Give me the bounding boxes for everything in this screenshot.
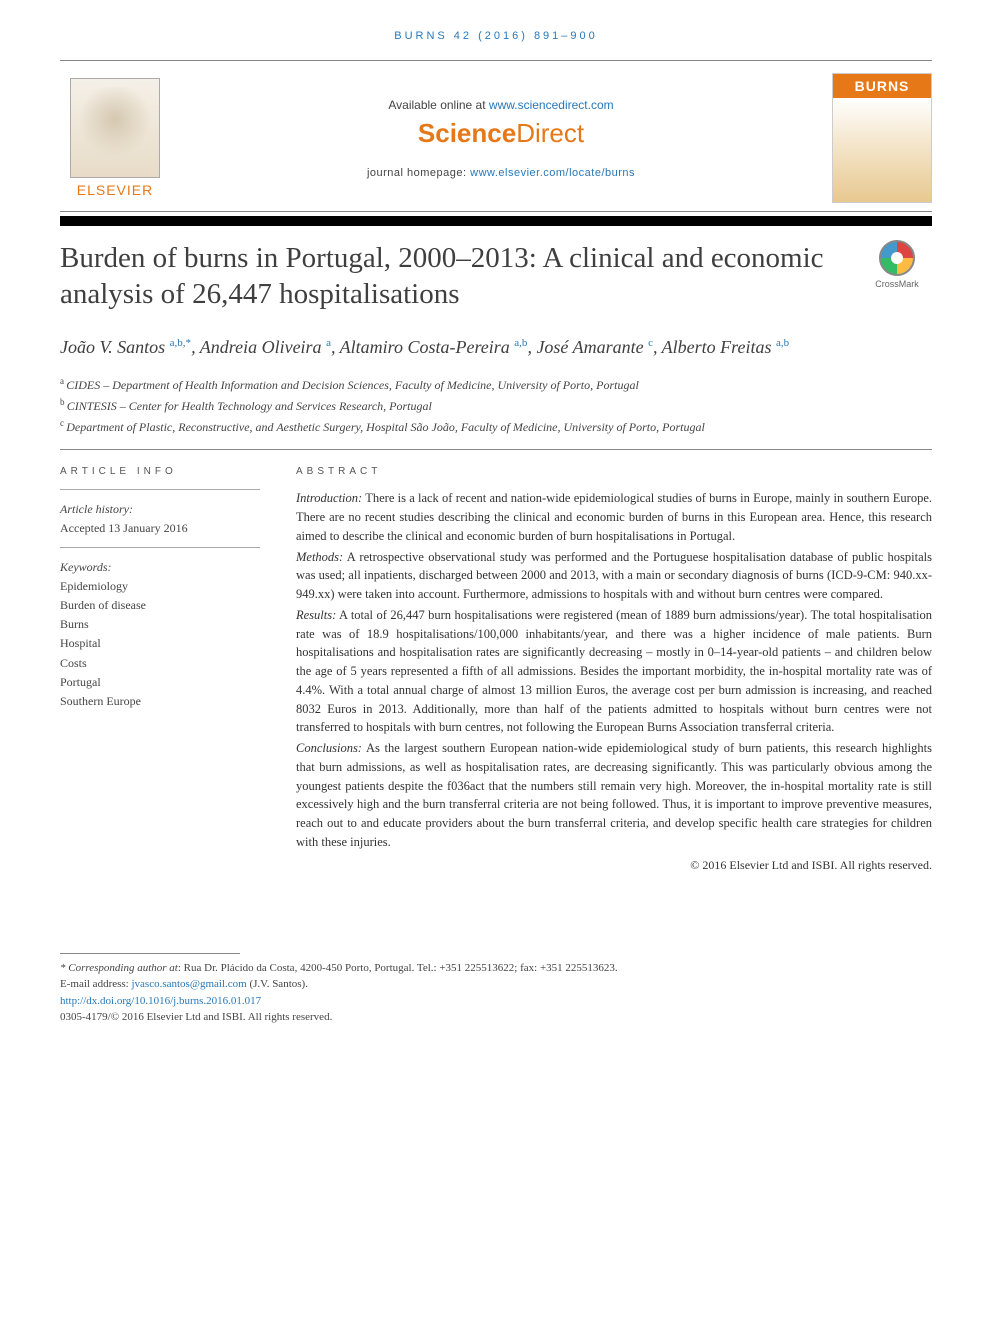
affiliation-line: b CINTESIS – Center for Health Technolog… [60,395,932,416]
methods-label: Methods: [296,550,343,564]
corresponding-author: * Corresponding author at: Rua Dr. Pláci… [60,960,932,977]
email-person: (J.V. Santos). [247,978,308,990]
affil-text: CINTESIS – Center for Health Technology … [67,399,432,413]
author-name: João V. Santos [60,337,170,357]
history-value: Accepted 13 January 2016 [60,519,260,538]
keyword: Portugal [60,673,260,692]
abstract-body: Introduction: There is a lack of recent … [296,489,932,851]
doi-link[interactable]: http://dx.doi.org/10.1016/j.burns.2016.0… [60,993,932,1010]
email-link[interactable]: jvasco.santos@gmail.com [131,978,246,990]
title-row: Burden of burns in Portugal, 2000–2013: … [60,240,932,313]
email-line: E-mail address: jvasco.santos@gmail.com … [60,976,932,993]
keyword: Epidemiology [60,577,260,596]
sciencedirect-logo[interactable]: ScienceDirect [170,118,832,149]
author-affil-sup[interactable]: a,b [514,337,527,349]
author-name: José Amarante [536,337,648,357]
article-info-column: ARTICLE INFO Article history: Accepted 1… [60,466,260,872]
author-name: Altamiro Costa-Pereira [340,337,515,357]
affiliation-line: a CIDES – Department of Health Informati… [60,374,932,395]
sd-logo-bold: Science [418,118,516,148]
elsevier-tree-icon [70,78,160,178]
publisher-logo-block: ELSEVIER [60,78,170,198]
available-text: Available online at [388,98,489,112]
keyword: Costs [60,654,260,673]
journal-homepage-link[interactable]: www.elsevier.com/locate/burns [470,167,635,179]
footnote-rule [60,953,240,954]
affil-text: CIDES – Department of Health Information… [66,378,639,392]
abstract-column: ABSTRACT Introduction: There is a lack o… [296,466,932,872]
main-columns: ARTICLE INFO Article history: Accepted 1… [60,466,932,872]
copyright-line: © 2016 Elsevier Ltd and ISBI. All rights… [296,858,932,873]
divider [60,547,260,548]
keyword: Hospital [60,634,260,653]
black-divider-bar [60,216,932,226]
conclusions-text: As the largest southern European nation-… [296,741,932,849]
author-affil-sup[interactable]: a [326,337,331,349]
footer: * Corresponding author at: Rua Dr. Pláci… [60,953,932,1026]
crossmark-label: CrossMark [875,279,919,289]
keyword: Southern Europe [60,692,260,711]
crossmark-badge[interactable]: CrossMark [862,240,932,289]
running-head: BURNS 42 (2016) 891–900 [60,30,932,42]
elsevier-label: ELSEVIER [77,182,153,198]
conclusions-label: Conclusions: [296,741,362,755]
intro-text: There is a lack of recent and nation-wid… [296,491,932,543]
divider [60,489,260,490]
author-name: Alberto Freitas [662,337,776,357]
crossmark-icon [879,240,915,276]
keywords-block: Keywords: EpidemiologyBurden of diseaseB… [60,558,260,712]
affiliation-line: c Department of Plastic, Reconstructive,… [60,416,932,437]
sciencedirect-link[interactable]: www.sciencedirect.com [489,98,614,112]
results-label: Results: [296,608,336,622]
author-name: Andreia Oliveira [200,337,326,357]
divider [60,449,932,450]
sd-logo-light: Direct [516,118,584,148]
article-info-heading: ARTICLE INFO [60,466,260,477]
methods-text: A retrospective observational study was … [296,550,932,602]
banner-center: Available online at www.sciencedirect.co… [170,98,832,179]
issn-line: 0305-4179/© 2016 Elsevier Ltd and ISBI. … [60,1009,932,1026]
affil-text: Department of Plastic, Reconstructive, a… [66,420,705,434]
history-label: Article history: [60,500,260,519]
corresponding-label: * Corresponding author at [60,962,178,974]
homepage-label: journal homepage: [367,167,470,179]
author-affil-sup[interactable]: a,b [776,337,789,349]
cover-image [833,98,931,202]
available-online-line: Available online at www.sciencedirect.co… [170,98,832,112]
email-label: E-mail address: [60,978,131,990]
corresponding-text: : Rua Dr. Plácido da Costa, 4200-450 Por… [178,962,618,974]
keyword: Burden of disease [60,596,260,615]
journal-homepage-line: journal homepage: www.elsevier.com/locat… [170,167,832,179]
journal-cover: BURNS [832,73,932,203]
abstract-heading: ABSTRACT [296,466,932,477]
keywords-label: Keywords: [60,558,260,577]
author-affil-sup[interactable]: a,b,* [170,337,191,349]
journal-banner: ELSEVIER Available online at www.science… [60,60,932,212]
intro-label: Introduction: [296,491,362,505]
article-history: Article history: Accepted 13 January 201… [60,500,260,538]
cover-title: BURNS [833,74,931,98]
results-text: A total of 26,447 burn hospitalisations … [296,608,932,735]
keyword: Burns [60,615,260,634]
article-title: Burden of burns in Portugal, 2000–2013: … [60,240,862,313]
affil-sup: b [60,397,67,407]
authors-line: João V. Santos a,b,*, Andreia Oliveira a… [60,335,932,360]
affiliations: a CIDES – Department of Health Informati… [60,374,932,438]
author-affil-sup[interactable]: c [648,337,653,349]
